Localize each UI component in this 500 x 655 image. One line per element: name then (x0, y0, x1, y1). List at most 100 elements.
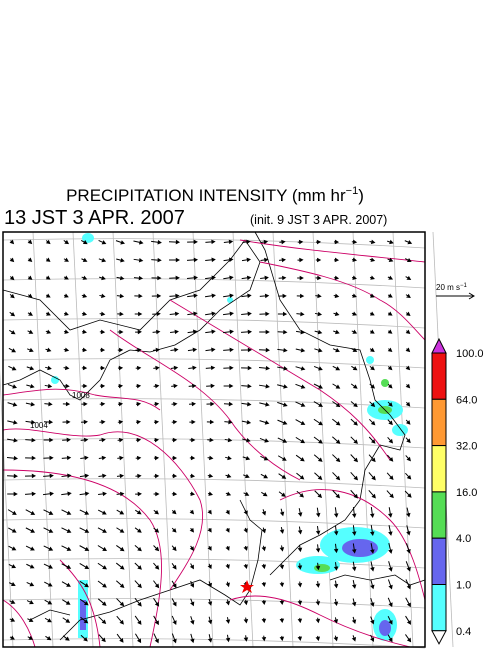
wind-arrow (315, 507, 321, 518)
wind-arrow (333, 617, 339, 624)
wind-arrow (207, 473, 214, 479)
wind-arrow (63, 311, 69, 316)
wind-arrow (295, 366, 306, 371)
wind-arrow (135, 437, 142, 443)
wind-arrow (97, 580, 107, 588)
wind-arrow (261, 617, 267, 624)
wind-arrow (153, 419, 160, 425)
wind-arrow (115, 240, 126, 245)
wind-arrow (387, 634, 393, 643)
wind-arrow (350, 454, 359, 463)
wind-arrow (188, 365, 197, 371)
wind-arrow (205, 365, 216, 371)
wind-arrow (225, 634, 231, 643)
wind-arrow (387, 311, 393, 316)
wind-arrow (170, 347, 179, 353)
wind-arrow (333, 275, 340, 281)
wind-arrow (386, 490, 394, 499)
wind-arrow (61, 527, 72, 533)
wind-arrow (350, 383, 358, 389)
wind-arrow (171, 562, 177, 570)
colorbar-label: 0.4 (456, 626, 471, 638)
wind-arrow (80, 437, 89, 443)
wind-arrow (99, 329, 106, 335)
wind-arrow (243, 635, 249, 642)
wind-arrow (223, 347, 234, 353)
wind-arrow (44, 581, 53, 587)
wind-arrow (45, 365, 52, 371)
wind-arrow (9, 293, 15, 299)
wind-arrow (171, 437, 178, 443)
wind-arrow (314, 472, 323, 481)
wind-arrow (97, 509, 107, 515)
grid-line (2, 598, 426, 609)
wind-arrow (387, 383, 393, 389)
wind-arrow (225, 509, 230, 515)
wind-arrow (351, 239, 358, 245)
map: 1008 1004 (0, 231, 454, 649)
grid-line (2, 518, 426, 529)
grid-line (192, 231, 214, 648)
wind-arrow (405, 419, 411, 425)
grid-line (2, 278, 426, 289)
wind-arrow (369, 383, 376, 389)
wind-arrow (225, 581, 230, 588)
wind-arrow (205, 275, 216, 281)
wind-arrow (171, 383, 178, 389)
wind-arrow (333, 525, 339, 536)
wind-arrow (387, 365, 393, 371)
wind-arrow (405, 275, 412, 280)
wind-arrow (387, 275, 394, 280)
wind-arrow (405, 293, 411, 298)
wind-arrow (171, 455, 178, 461)
wind-arrow (314, 329, 323, 335)
wind-arrow (133, 257, 144, 263)
wind-arrow (313, 418, 323, 426)
wind-arrow (207, 491, 213, 496)
wind-arrow (297, 526, 303, 535)
wind-arrow (25, 437, 36, 443)
wind-arrow (187, 293, 198, 299)
wind-arrow (243, 545, 248, 551)
wind-arrow (351, 543, 357, 554)
wind-arrow (277, 384, 288, 389)
wind-arrow (153, 580, 160, 589)
wind-arrow (9, 635, 15, 640)
wind-arrow (117, 437, 124, 443)
wind-arrow (277, 455, 287, 461)
wind-arrow (314, 490, 323, 499)
wind-arrow (350, 418, 358, 426)
wind-arrow (315, 275, 322, 281)
colorbar-bin (431, 398, 447, 447)
wind-arrow (207, 616, 213, 625)
wind-arrow (187, 239, 198, 245)
wind-arrow (315, 239, 322, 245)
wind-scale-arrow (436, 292, 475, 300)
wind-arrow (43, 437, 54, 443)
wind-arrow (260, 455, 269, 461)
wind-arrow (153, 527, 160, 533)
wind-arrow (98, 634, 106, 643)
wind-arrow (370, 616, 375, 625)
wind-arrow (9, 311, 16, 317)
wind-arrow (186, 257, 199, 263)
wind-arrow (189, 473, 196, 479)
wind-arrow (79, 563, 90, 570)
title-text: PRECIPITATION INTENSITY (mm hr (66, 186, 346, 205)
wind-arrow (45, 257, 51, 262)
wind-arrow (169, 293, 180, 299)
wind-arrow (79, 545, 90, 551)
wind-arrow (63, 347, 70, 353)
wind-arrow (153, 401, 160, 407)
wind-arrow (116, 275, 125, 281)
wind-arrow (243, 473, 250, 479)
wind-arrow (79, 473, 90, 479)
wind-arrow (116, 580, 125, 588)
wind-arrow (207, 509, 212, 515)
wind-arrow (190, 633, 195, 644)
wind-arrow (333, 580, 339, 589)
wind-arrow (207, 581, 212, 588)
wind-arrow (368, 489, 376, 499)
wind-arrow (187, 347, 198, 353)
wind-arrow (168, 239, 181, 245)
